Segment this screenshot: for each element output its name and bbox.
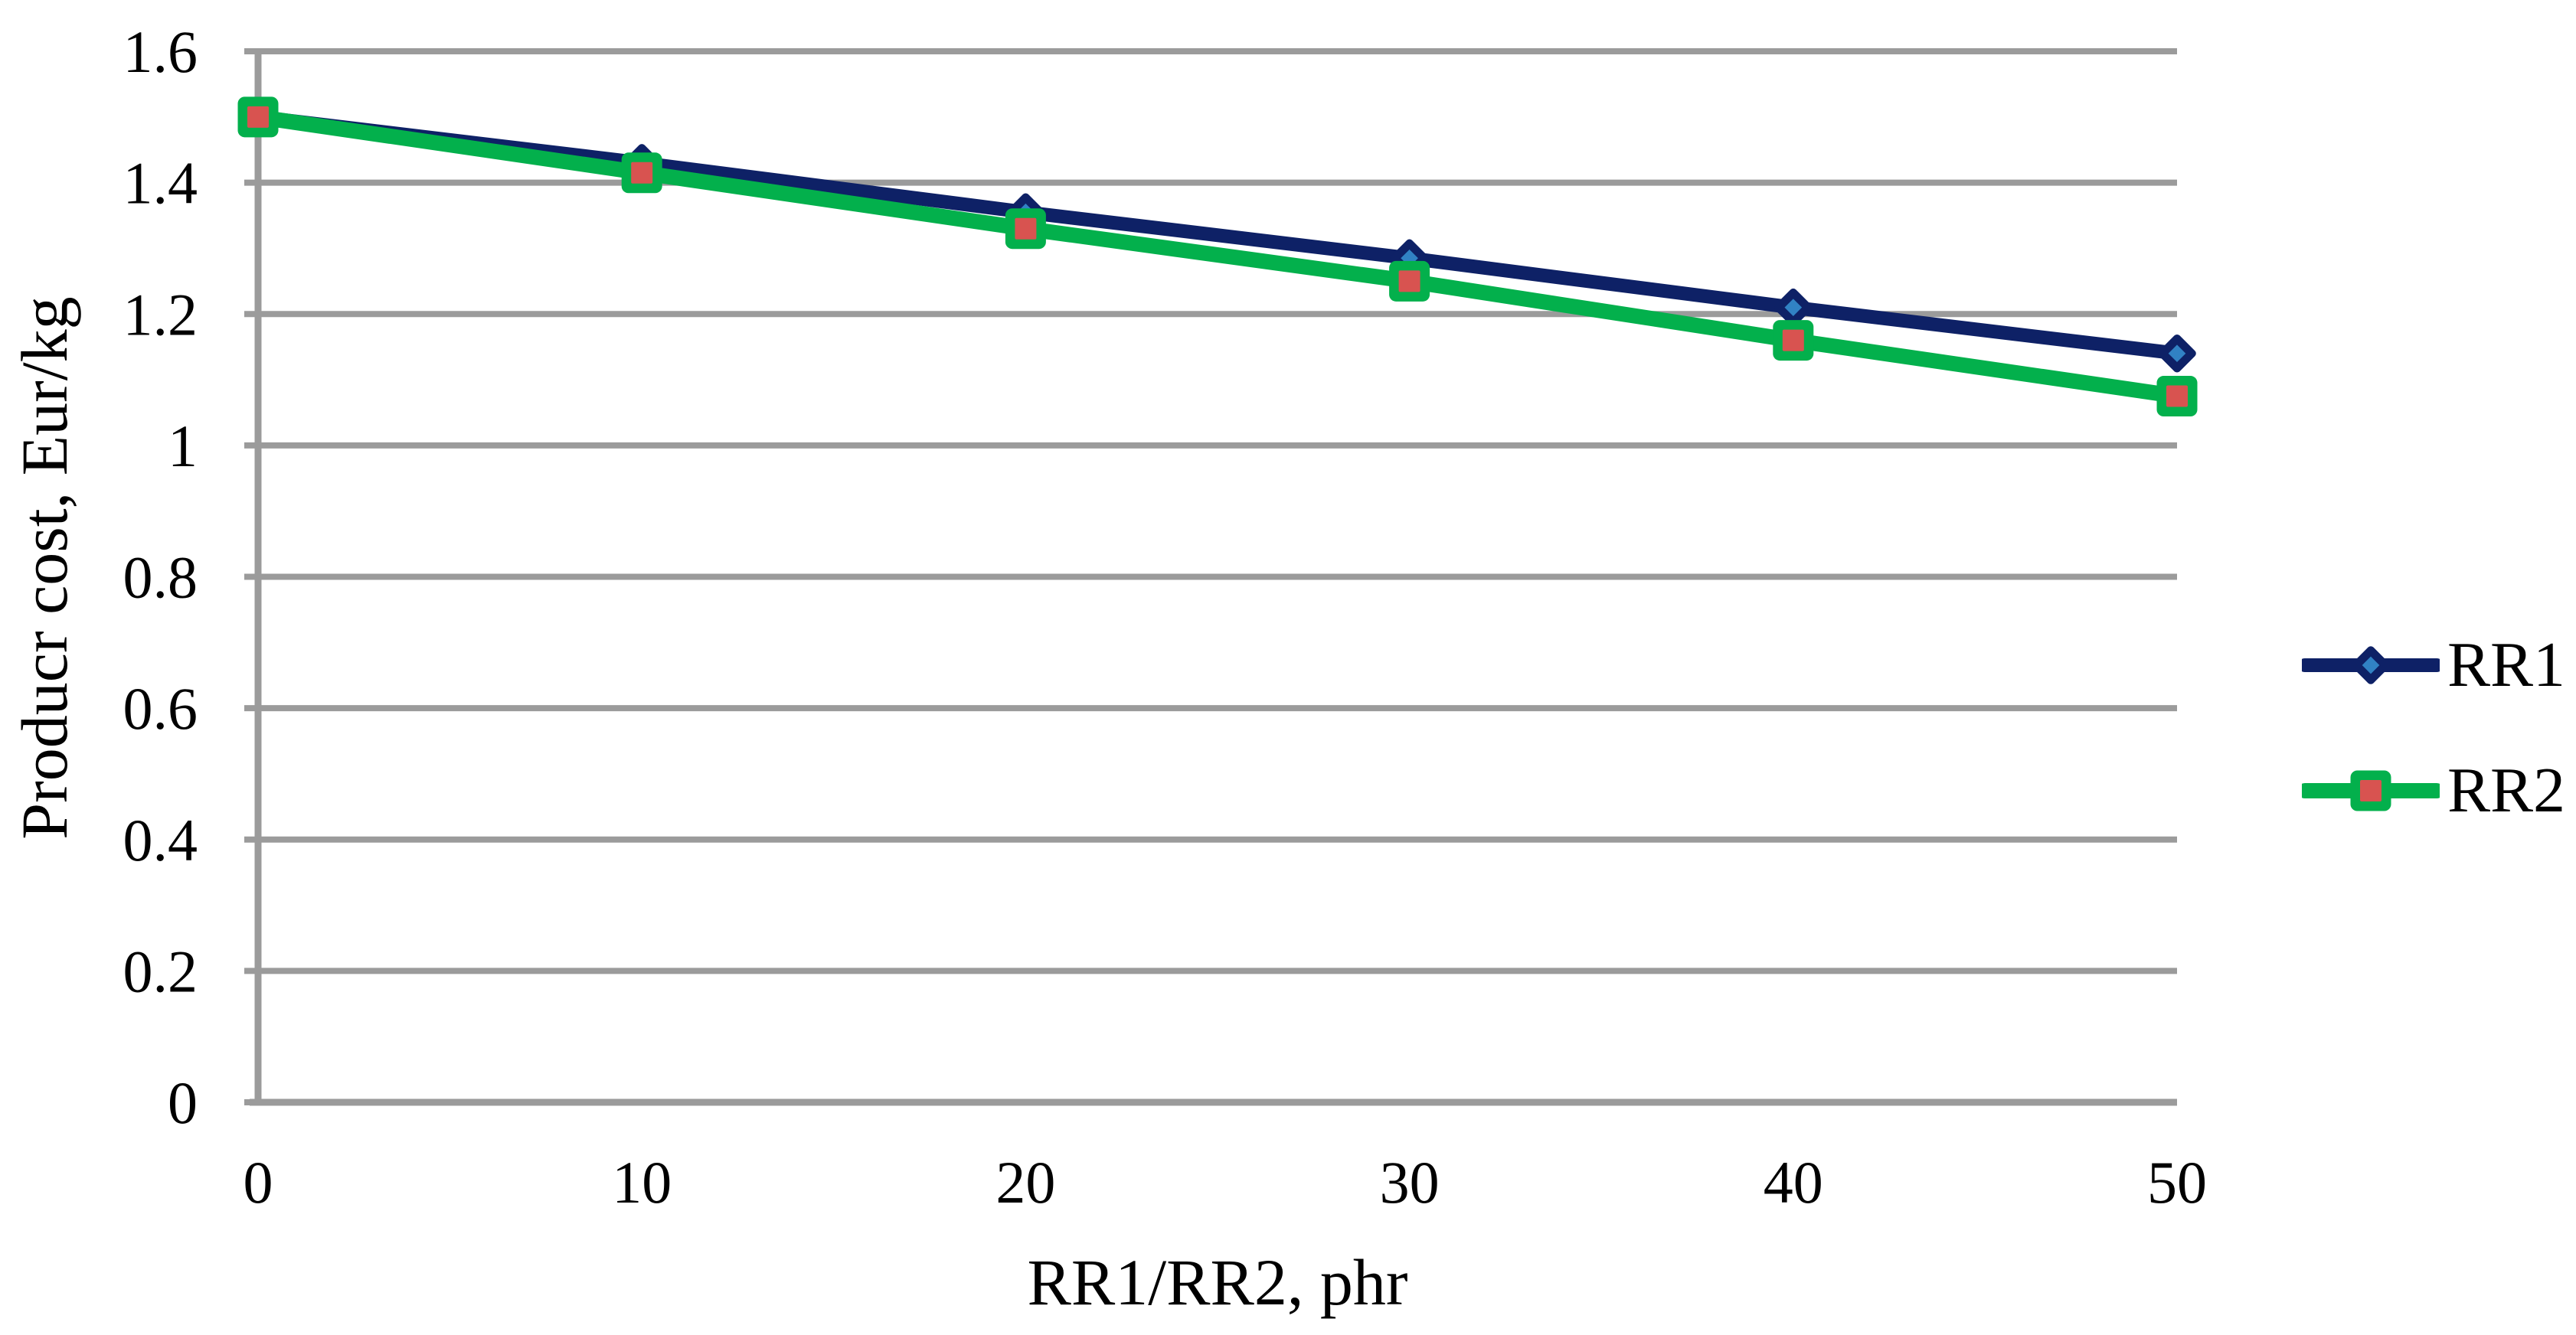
- rr2-marker: [237, 96, 279, 138]
- rr1-line: [251, 109, 2184, 361]
- y-tick-label: 0.6: [123, 675, 198, 742]
- rr1-marker: [1774, 288, 1813, 327]
- rr2-marker: [2156, 376, 2198, 417]
- y-tick-label: 0: [168, 1069, 198, 1136]
- y-axis-title: Producr cost, Eur/kg: [8, 296, 81, 840]
- x-tick-label: 30: [1380, 1149, 1440, 1216]
- square-marker-center: [1782, 329, 1804, 351]
- legend-label-rr2: RR2: [2447, 755, 2566, 826]
- y-tick-label: 1: [168, 413, 198, 479]
- rr1-marker: [2158, 334, 2196, 373]
- square-marker-center: [2166, 385, 2188, 407]
- rr2-legend-marker-icon: [2302, 770, 2440, 811]
- rr2-marker: [1389, 260, 1430, 302]
- y-tick-label: 1.6: [123, 18, 198, 85]
- diamond-marker-center: [2168, 344, 2186, 363]
- x-tick-label: 20: [995, 1149, 1055, 1216]
- rr2-marker: [621, 152, 662, 194]
- square-marker-center: [2360, 780, 2381, 801]
- x-tick-label: 40: [1764, 1149, 1823, 1216]
- square-marker-center: [247, 106, 269, 128]
- rr1-legend-marker-icon: [2302, 646, 2440, 684]
- x-tick-label: 50: [2147, 1149, 2207, 1216]
- y-tick-label: 1.2: [123, 281, 198, 348]
- legend: RR1 RR2: [2302, 623, 2565, 833]
- diamond-marker-center: [1784, 299, 1803, 316]
- y-tick-label: 0.2: [123, 938, 198, 1004]
- x-axis-title: RR1/RR2, phr: [1027, 1245, 1408, 1319]
- square-marker-center: [1015, 217, 1037, 240]
- legend-label-rr1: RR1: [2447, 629, 2566, 700]
- square-marker-center: [1398, 270, 1420, 292]
- legend-item-rr2: RR2: [2302, 749, 2565, 833]
- diamond-marker-center: [2362, 656, 2380, 674]
- rr2-marker: [1773, 320, 1814, 361]
- y-tick-label: 1.4: [123, 150, 198, 217]
- y-tick-label: 0.8: [123, 544, 198, 611]
- x-tick-label: 0: [244, 1149, 273, 1216]
- y-tick-label: 0.4: [123, 807, 198, 873]
- square-marker-center: [631, 162, 653, 184]
- rr2-line: [250, 109, 2185, 404]
- x-tick-label: 10: [612, 1149, 672, 1216]
- legend-item-rr1: RR1: [2302, 623, 2565, 707]
- rr2-marker: [1005, 208, 1046, 250]
